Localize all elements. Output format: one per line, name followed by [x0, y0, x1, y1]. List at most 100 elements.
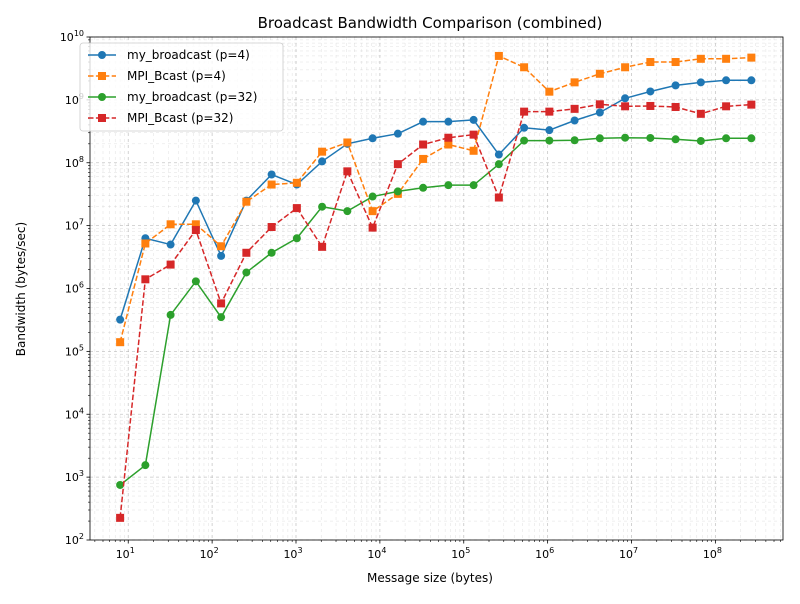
data-point: [419, 183, 428, 192]
legend-label: MPI_Bcast (p=32): [127, 111, 233, 125]
series-line: [119, 54, 752, 343]
data-point: [444, 117, 453, 126]
data-point: [747, 100, 756, 109]
data-point: [722, 134, 731, 143]
series-lines: [116, 51, 756, 522]
data-point: [267, 223, 276, 232]
data-point: [520, 107, 529, 116]
data-point: [242, 248, 251, 257]
x-tick-exponent: 5: [465, 546, 470, 555]
data-point: [217, 251, 226, 260]
data-point: [444, 133, 453, 142]
data-point: [116, 480, 125, 489]
data-point: [696, 54, 705, 63]
data-point: [166, 260, 175, 269]
data-point: [419, 154, 428, 163]
series-1: [116, 76, 756, 324]
data-point: [368, 207, 377, 216]
data-point: [621, 133, 630, 142]
data-point: [368, 134, 377, 143]
data-point: [545, 87, 554, 96]
data-point: [621, 63, 630, 72]
legend-swatch-marker: [98, 93, 106, 101]
data-point: [722, 54, 731, 63]
y-tick-exponent: 5: [79, 343, 84, 352]
data-point: [570, 78, 579, 87]
x-tick-exponent: 2: [214, 546, 219, 555]
data-point: [318, 157, 327, 166]
x-tick-exponent: 1: [130, 546, 135, 555]
data-point: [217, 313, 226, 322]
legend-label: my_broadcast (p=32): [127, 90, 257, 104]
data-point: [570, 116, 579, 125]
data-point: [217, 242, 226, 251]
x-tick-exponent: 6: [549, 546, 554, 555]
series-line: [119, 103, 752, 518]
data-point: [166, 310, 175, 319]
legend-label: MPI_Bcast (p=4): [127, 69, 226, 83]
data-point: [494, 193, 503, 202]
data-point: [595, 69, 604, 78]
data-point: [469, 181, 478, 190]
data-point: [419, 117, 428, 126]
series-4: [116, 100, 756, 522]
data-point: [469, 115, 478, 124]
data-point: [393, 160, 402, 169]
data-point: [191, 196, 200, 205]
y-tick-exponent: 3: [79, 469, 84, 478]
series-line: [119, 136, 752, 486]
data-point: [444, 140, 453, 149]
data-point: [267, 170, 276, 179]
x-tick-exponent: 8: [717, 546, 722, 555]
data-point: [722, 76, 731, 85]
data-point: [343, 167, 352, 176]
data-point: [343, 207, 352, 216]
data-point: [621, 94, 630, 103]
data-point: [696, 109, 705, 118]
data-point: [116, 315, 125, 324]
data-point: [393, 187, 402, 196]
data-point: [368, 192, 377, 201]
data-point: [444, 181, 453, 190]
data-point: [520, 136, 529, 145]
data-point: [696, 136, 705, 145]
y-tick-exponent: 8: [79, 155, 84, 164]
data-point: [116, 338, 125, 347]
data-point: [469, 146, 478, 155]
data-point: [116, 513, 125, 522]
legend-label: my_broadcast (p=4): [127, 48, 250, 62]
data-point: [419, 140, 428, 149]
data-point: [318, 147, 327, 156]
data-point: [646, 101, 655, 110]
data-point: [520, 63, 529, 72]
chart-title: Broadcast Bandwidth Comparison (combined…: [258, 14, 603, 32]
data-point: [722, 102, 731, 111]
data-point: [671, 81, 680, 90]
data-point: [520, 123, 529, 132]
x-axis-label: Message size (bytes): [367, 571, 493, 585]
data-point: [368, 223, 377, 232]
data-point: [545, 136, 554, 145]
data-point: [621, 102, 630, 111]
legend-swatch-marker: [98, 72, 106, 80]
data-point: [141, 275, 150, 284]
data-point: [166, 240, 175, 249]
data-point: [242, 197, 251, 206]
series-3: [116, 133, 756, 489]
y-axis-label: Bandwidth (bytes/sec): [14, 222, 28, 356]
y-tick-exponent: 10: [74, 29, 84, 38]
data-point: [747, 53, 756, 62]
data-point: [671, 135, 680, 144]
legend: my_broadcast (p=4) MPI_Bcast (p=4) my_broa…: [79, 42, 284, 132]
data-point: [696, 78, 705, 87]
data-point: [646, 58, 655, 67]
data-point: [494, 150, 503, 159]
data-point: [393, 129, 402, 138]
legend-box: [79, 42, 284, 132]
x-tick-exponent: 7: [633, 546, 638, 555]
y-tick-exponent: 4: [79, 406, 84, 415]
data-point: [545, 107, 554, 116]
data-point: [570, 104, 579, 113]
grid-lines: [90, 36, 783, 541]
